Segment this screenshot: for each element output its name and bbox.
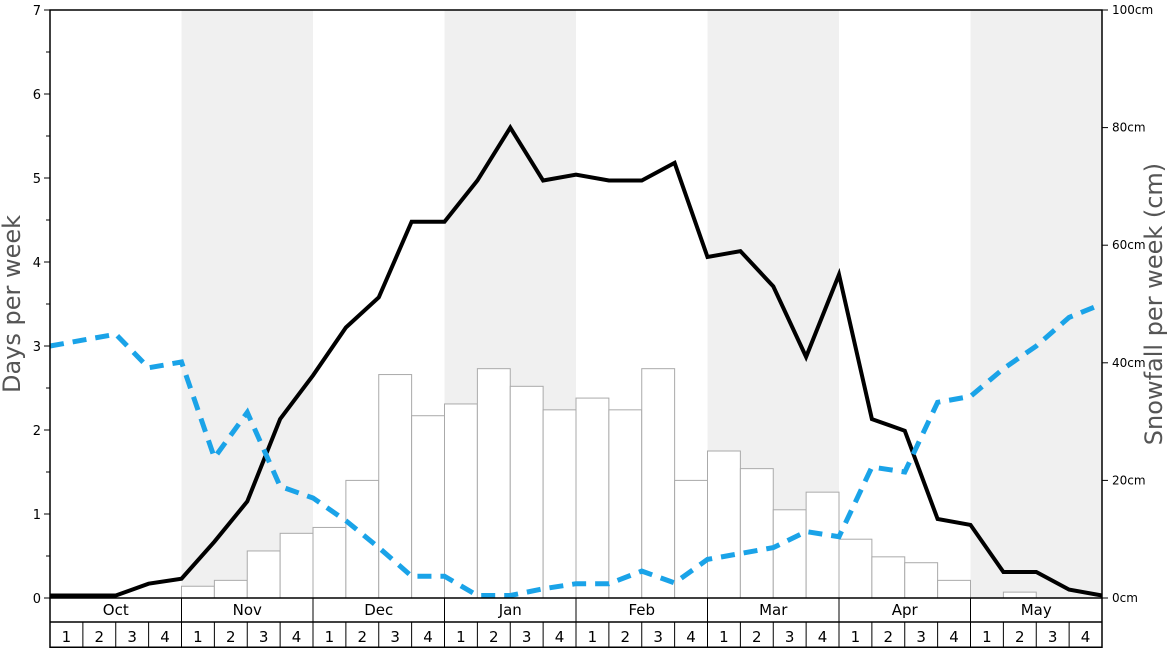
snowfall-bar	[246, 550, 281, 599]
month-bands	[181, 10, 1102, 598]
week-label: 3	[127, 628, 137, 646]
week-label: 2	[358, 628, 368, 646]
left-tick-label: 5	[33, 172, 41, 187]
month-label: Apr	[892, 601, 919, 619]
week-label: 1	[62, 628, 72, 646]
snowfall-bars	[181, 368, 1037, 599]
day-lines	[49, 123, 1103, 598]
snowfall-bar	[937, 579, 971, 599]
snowfall-bar	[509, 385, 544, 599]
snowfall-bar	[674, 479, 708, 599]
right-tick-label: 40cm	[1112, 356, 1146, 370]
snowfall-bar	[345, 479, 380, 599]
week-label: 3	[916, 628, 926, 646]
week-label: 1	[851, 628, 861, 646]
week-label: 1	[456, 628, 466, 646]
snowfall-bar	[608, 409, 643, 599]
snowfall-bar	[805, 491, 840, 599]
right-tick-label: 20cm	[1112, 473, 1146, 487]
week-label: 4	[292, 628, 302, 646]
left-tick-label: 3	[33, 340, 41, 355]
week-label: 2	[1015, 628, 1025, 646]
week-label: 3	[522, 628, 532, 646]
snowfall-bar	[279, 532, 314, 599]
snowfall-bar	[476, 368, 511, 599]
snowfall-bar	[378, 374, 413, 599]
snowfall-bar	[213, 579, 248, 599]
week-label: 1	[719, 628, 729, 646]
left-axis-label: Days per week	[0, 215, 26, 393]
week-label: 4	[818, 628, 828, 646]
month-label: Nov	[233, 601, 262, 619]
week-label: 1	[982, 628, 992, 646]
left-tick-label: 7	[33, 4, 41, 19]
left-tick-label: 4	[33, 256, 41, 271]
snowfall-bar	[181, 585, 215, 599]
solid-line-series	[50, 123, 1103, 598]
week-label: 1	[193, 628, 203, 646]
snowfall-bar	[871, 556, 906, 599]
right-axis-label: Snowfall per week (cm)	[1140, 163, 1168, 445]
week-label: 2	[95, 628, 105, 646]
week-label: 1	[588, 628, 598, 646]
x-axis-table: Oct Nov Dec Jan Feb Mar Apr May 1 2 3 4 1 2 3 4 1 2 3 4 1 2 3 4…	[49, 598, 1103, 648]
snowfall-bar	[739, 468, 774, 599]
week-label: 2	[489, 628, 499, 646]
week-label: 3	[785, 628, 795, 646]
week-label: 1	[325, 628, 335, 646]
left-tick-label: 2	[33, 424, 41, 439]
week-label: 2	[621, 628, 631, 646]
snowfall-bar	[411, 415, 445, 599]
week-label: 4	[555, 628, 565, 646]
month-label: Mar	[759, 601, 788, 619]
left-tick-label: 0	[33, 592, 41, 607]
week-label: 3	[1048, 628, 1058, 646]
month-label: Jan	[498, 601, 522, 619]
week-label: 4	[949, 628, 959, 646]
right-tick-label: 0cm	[1112, 591, 1138, 605]
snowfall-bar	[312, 526, 347, 599]
snowfall-bar	[444, 403, 478, 599]
snowfall-bar	[542, 409, 577, 599]
left-tick-label: 6	[33, 88, 41, 103]
week-label: 3	[653, 628, 663, 646]
month-label: Dec	[364, 601, 393, 619]
week-label: 4	[160, 628, 170, 646]
month-band-may	[970, 10, 1102, 598]
week-label: 2	[884, 628, 894, 646]
month-label: Oct	[103, 601, 129, 619]
left-axis: 0 1 2 3 4 5 6 7	[33, 4, 50, 607]
week-label: 3	[390, 628, 400, 646]
snowfall-bar	[575, 397, 610, 599]
week-label: 4	[1081, 628, 1091, 646]
snowfall-bar	[904, 562, 939, 599]
right-tick-label: 60cm	[1112, 238, 1146, 252]
month-label: May	[1021, 601, 1052, 619]
week-label: 2	[752, 628, 762, 646]
dashed-line-series	[49, 301, 1103, 598]
left-tick-label: 1	[33, 508, 41, 523]
month-label: Feb	[628, 601, 655, 619]
week-label: 3	[259, 628, 269, 646]
week-label: 4	[423, 628, 433, 646]
right-axis: 0cm 20cm 40cm 60cm 80cm 100cm	[1102, 3, 1153, 605]
snowfall-bar	[641, 368, 676, 599]
week-label: 4	[686, 628, 696, 646]
right-tick-label: 80cm	[1112, 121, 1146, 135]
week-label: 2	[226, 628, 236, 646]
snowfall-bar	[707, 450, 741, 599]
month-band-nov	[181, 10, 313, 598]
snowfall-bar	[772, 509, 807, 599]
snowfall-bar	[1002, 591, 1037, 599]
snowfall-bar	[838, 538, 873, 599]
right-tick-label: 100cm	[1112, 3, 1153, 17]
